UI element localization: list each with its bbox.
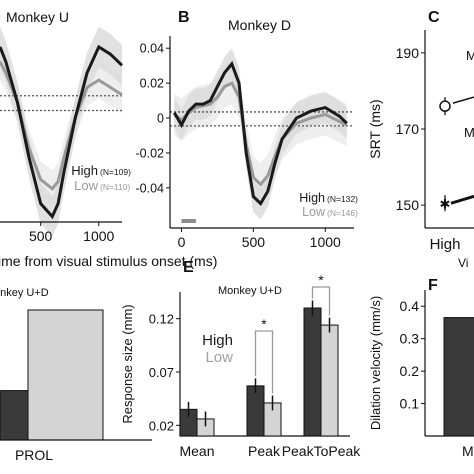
panel-b-title: Monkey D [228, 17, 291, 33]
panel-letter-f: F [428, 277, 438, 294]
bar-high [0, 390, 29, 441]
y-tick-label: 150 [396, 197, 420, 213]
significance-bracket [254, 330, 274, 394]
y-tick-label: 0.1 [400, 396, 420, 412]
y-axis-label: SRT (ms) [367, 99, 383, 158]
trend-line [450, 194, 474, 205]
panel-a-title: Monkey U [6, 9, 69, 25]
bar-low [27, 309, 104, 441]
x-tick-label: 500 [242, 234, 266, 250]
annotation-label: M [466, 48, 474, 63]
legend-label-high: High [202, 332, 233, 349]
x-tick-label: M [462, 443, 474, 459]
trend-line [452, 96, 474, 104]
legend-n-low: (N=146) [327, 208, 358, 218]
bar-high [246, 385, 265, 437]
y-tick-label: 0.02 [149, 418, 174, 433]
panel-letter-b: B [178, 9, 190, 26]
legend-label-low: Low [302, 205, 326, 219]
y-tick-label: 0.02 [140, 77, 164, 91]
y-tick-label: 0.4 [400, 298, 420, 314]
legend-label-low: Low [205, 349, 233, 366]
y-axis-label: Response size (mm) [120, 304, 135, 423]
x-axis-label: ime from visual stimulus onset (ms) [0, 253, 217, 269]
y-tick-label: 0.12 [149, 312, 174, 327]
panel-c-xlabel: Vi [458, 256, 468, 270]
data-point-star: ✱ [440, 196, 451, 211]
y-tick-label: 0.3 [400, 331, 420, 347]
panel-e-title: Monkey U+D [218, 285, 282, 297]
series-line-high [173, 60, 348, 207]
legend-n-low: (N=110) [100, 182, 130, 192]
y-tick-label: -0.04 [136, 181, 165, 195]
legend-n-high: (N=132) [327, 194, 358, 204]
legend-label-low: Low [74, 178, 98, 193]
band-high [174, 48, 347, 220]
annotation-label: M [464, 125, 474, 140]
bar-high [443, 317, 474, 437]
y-axis-label: Dilation velocity (mm/s) [368, 296, 383, 430]
x-tick-label: 500 [29, 228, 53, 244]
bar-low [320, 324, 339, 437]
y-tick-label: 0 [157, 112, 164, 126]
significance-marker: * [318, 272, 324, 288]
panel-d-title: onkey U+D [0, 287, 49, 299]
legend-n-high: (N=109) [100, 167, 131, 177]
x-tick-label: Mean [179, 443, 214, 459]
stimulus-marker [181, 219, 196, 223]
y-tick-label: -0.02 [136, 146, 165, 160]
x-tick-label: High [430, 236, 461, 253]
x-tick-label: 1000 [83, 228, 114, 244]
band-high [0, 26, 122, 237]
panel-letter-e: E [183, 259, 194, 276]
y-tick-label: 0.2 [400, 363, 420, 379]
x-tick-label: PeakToPeak [282, 443, 362, 459]
significance-bracket [311, 286, 331, 316]
significance-marker: * [261, 316, 267, 332]
y-tick-label: 190 [396, 45, 420, 61]
data-point-circle [439, 100, 451, 112]
x-tick-label: 1000 [310, 234, 341, 250]
x-tick-label: PROL [15, 447, 53, 463]
y-tick-label: 0.07 [149, 365, 174, 380]
panel-letter-c: C [428, 9, 440, 26]
x-tick-label: 0 [178, 234, 186, 250]
x-tick-label: Peak [248, 443, 281, 459]
legend-label-high: High [71, 163, 98, 178]
legend-label-high: High [299, 191, 325, 205]
y-tick-label: 170 [396, 121, 420, 137]
bar-high [303, 307, 322, 437]
series-line-high [0, 44, 124, 220]
y-tick-label: 0.04 [140, 42, 164, 56]
